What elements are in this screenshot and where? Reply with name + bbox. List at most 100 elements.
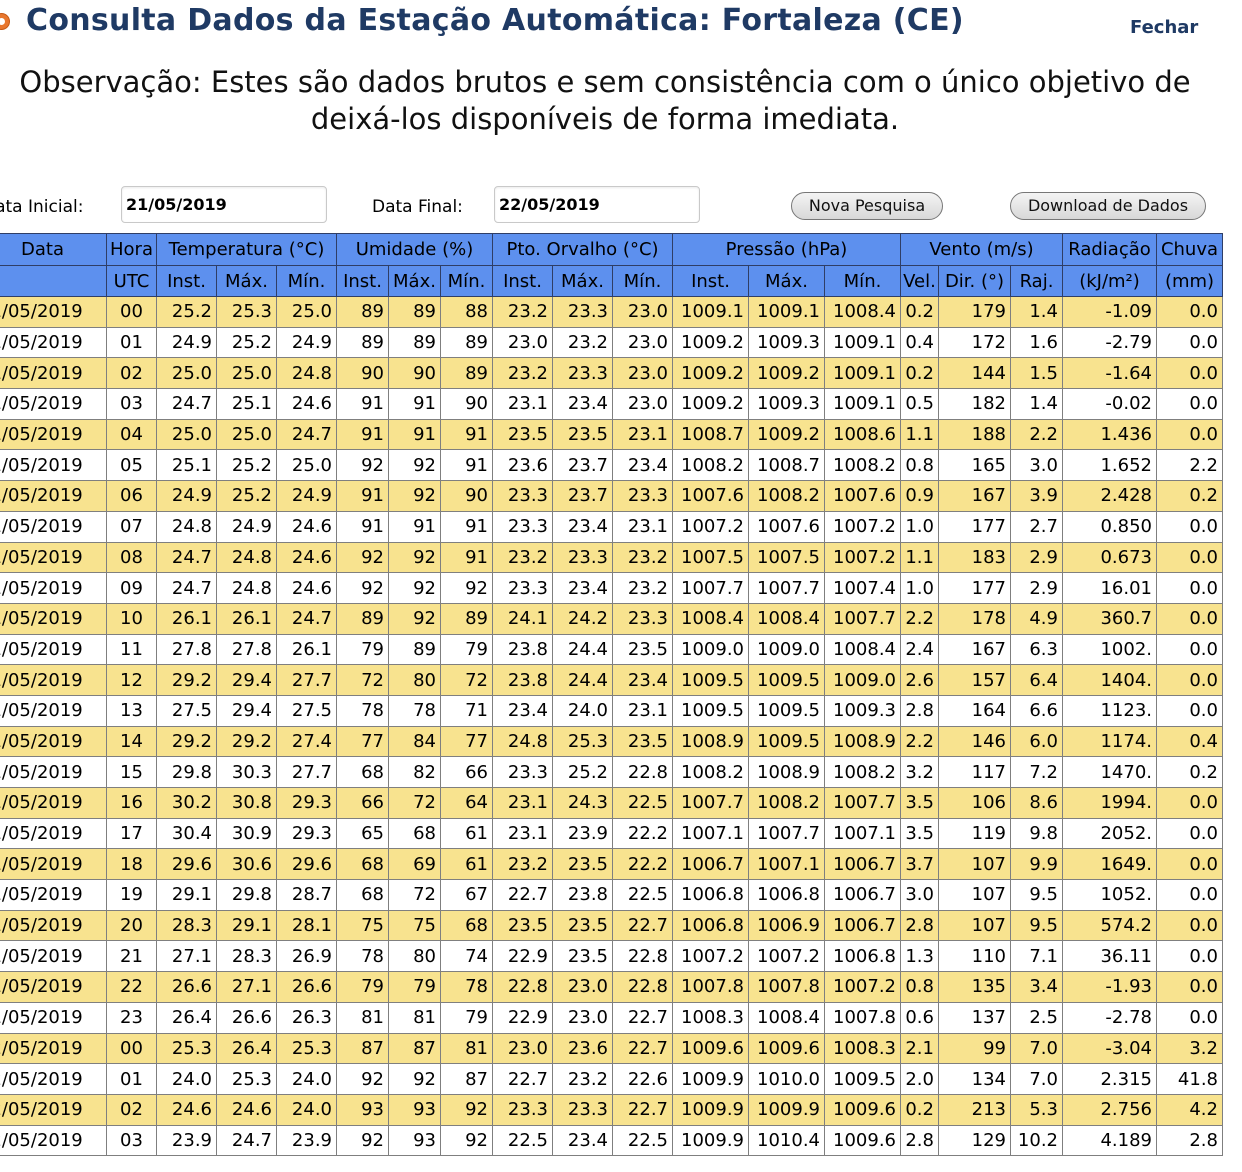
download-data-button[interactable]: Download de Dados <box>1010 192 1206 220</box>
table-cell: 27.7 <box>276 664 337 696</box>
table-cell: 22.8 <box>612 971 673 1003</box>
weather-data-table: Data Hora Temperatura (°C) Umidade (%) Pto. … <box>0 233 1223 1157</box>
table-cell: 21/05/2019 <box>0 879 107 911</box>
table-cell: -2.78 <box>1062 1001 1157 1034</box>
table-cell: 2.756 <box>1062 1093 1157 1126</box>
table-row: 21/05/20192028.329.128.175756823.523.522… <box>0 909 1223 942</box>
table-cell: 2.2 <box>900 602 939 635</box>
table-cell: 0.0 <box>1156 694 1223 727</box>
table-cell: 1007.5 <box>672 541 749 574</box>
table-cell: 1010.0 <box>748 1063 825 1095</box>
table-cell: 25.3 <box>156 1032 217 1065</box>
table-cell: 22.2 <box>612 817 673 850</box>
table-cell: 0.2 <box>900 357 939 390</box>
table-cell: 21/05/2019 <box>0 510 107 543</box>
table-cell: 23.4 <box>612 664 673 696</box>
table-cell: 2.6 <box>900 664 939 696</box>
table-cell: 89 <box>440 326 493 359</box>
table-cell: 15 <box>106 756 157 788</box>
new-search-button[interactable]: Nova Pesquisa <box>791 192 943 220</box>
table-cell: 21/05/2019 <box>0 541 107 574</box>
table-cell: 1009.1 <box>824 326 901 359</box>
table-cell: 10.2 <box>1010 1124 1063 1157</box>
table-cell: 89 <box>388 296 441 328</box>
end-date-input[interactable] <box>494 186 700 223</box>
table-cell: 64 <box>440 787 493 819</box>
table-cell: 21/05/2019 <box>0 296 107 328</box>
sub-header: Mín. <box>824 265 901 297</box>
sub-header: Mín. <box>440 265 493 297</box>
start-date-label: Data Inicial: <box>0 197 84 217</box>
group-header: Umidade (%) <box>336 233 493 266</box>
table-cell: 26.1 <box>216 602 277 635</box>
table-cell: 79 <box>336 633 389 666</box>
table-row: 21/05/20191026.126.124.789928924.124.223… <box>0 602 1223 635</box>
table-cell: 24.8 <box>216 572 277 604</box>
table-cell: 1009.2 <box>672 388 749 420</box>
table-cell: 360.7 <box>1062 602 1157 635</box>
table-cell: 1009.9 <box>748 1093 825 1126</box>
table-cell: 0.9 <box>900 480 939 512</box>
table-cell: 23.1 <box>612 694 673 727</box>
table-cell: 93 <box>388 1124 441 1157</box>
table-cell: 82 <box>388 756 441 788</box>
table-cell: 23.3 <box>612 480 673 512</box>
start-date-input[interactable] <box>121 186 327 223</box>
table-cell: 2.2 <box>900 725 939 758</box>
table-cell: 06 <box>106 480 157 512</box>
sub-header-row: UTC Inst. Máx. Mín. Inst. Máx. Mín. Inst. Máx. Mí… <box>0 265 1223 297</box>
table-cell: 90 <box>336 357 389 390</box>
table-cell: 0.0 <box>1156 1001 1223 1034</box>
table-cell: 29.6 <box>156 848 217 881</box>
table-cell: 68 <box>388 817 441 850</box>
table-cell: 1008.9 <box>748 756 825 788</box>
table-cell: 22.8 <box>492 971 553 1003</box>
table-cell: 1007.2 <box>748 940 825 973</box>
table-cell: 22.7 <box>612 1093 673 1126</box>
table-cell: 1008.7 <box>672 418 749 451</box>
table-cell: 6.3 <box>1010 633 1063 666</box>
table-cell: 23.3 <box>492 1093 553 1126</box>
table-cell: 137 <box>938 1001 1011 1034</box>
close-link[interactable]: Fechar <box>1130 17 1199 38</box>
table-cell: 22 <box>106 971 157 1003</box>
table-row: 21/05/20192326.426.626.381817922.923.022… <box>0 1001 1223 1034</box>
group-header: Pressão (hPa) <box>672 233 901 266</box>
table-cell: 23.3 <box>612 602 673 635</box>
table-cell: 07 <box>106 510 157 543</box>
table-cell: 23 <box>106 1001 157 1034</box>
sub-header: Mín. <box>276 265 337 297</box>
sub-header: Máx. <box>388 265 441 297</box>
table-cell: 09 <box>106 572 157 604</box>
table-cell: 22/05/2019 <box>0 1032 107 1065</box>
table-cell: 67 <box>440 879 493 911</box>
table-cell: 23.0 <box>552 1001 613 1034</box>
table-cell: 23.1 <box>492 787 553 819</box>
table-cell: 1007.7 <box>824 787 901 819</box>
table-cell: 25.0 <box>216 418 277 451</box>
table-cell: 1002. <box>1062 633 1157 666</box>
table-cell: 02 <box>106 1093 157 1126</box>
table-cell: 25.2 <box>216 449 277 482</box>
table-cell: 23.4 <box>492 694 553 727</box>
table-cell: 23.0 <box>612 296 673 328</box>
table-cell: 0.850 <box>1062 510 1157 543</box>
table-cell: 0.2 <box>900 296 939 328</box>
table-cell: 81 <box>440 1032 493 1065</box>
table-cell: 22.5 <box>612 879 673 911</box>
table-row: 21/05/20191829.630.629.668696123.223.522… <box>0 848 1223 881</box>
table-cell: 1006.7 <box>824 909 901 942</box>
table-cell: 3.0 <box>900 879 939 911</box>
table-cell: 22.8 <box>612 940 673 973</box>
table-cell: 61 <box>440 817 493 850</box>
table-cell: 23.4 <box>612 449 673 482</box>
table-cell: 1006.7 <box>672 848 749 881</box>
table-cell: 1174. <box>1062 725 1157 758</box>
table-cell: 0.0 <box>1156 848 1223 881</box>
table-cell: 172 <box>938 326 1011 359</box>
table-cell: 177 <box>938 510 1011 543</box>
table-cell: 27.8 <box>216 633 277 666</box>
group-header: Temperatura (°C) <box>156 233 337 266</box>
table-cell: 81 <box>388 1001 441 1034</box>
table-cell: 30.4 <box>156 817 217 850</box>
